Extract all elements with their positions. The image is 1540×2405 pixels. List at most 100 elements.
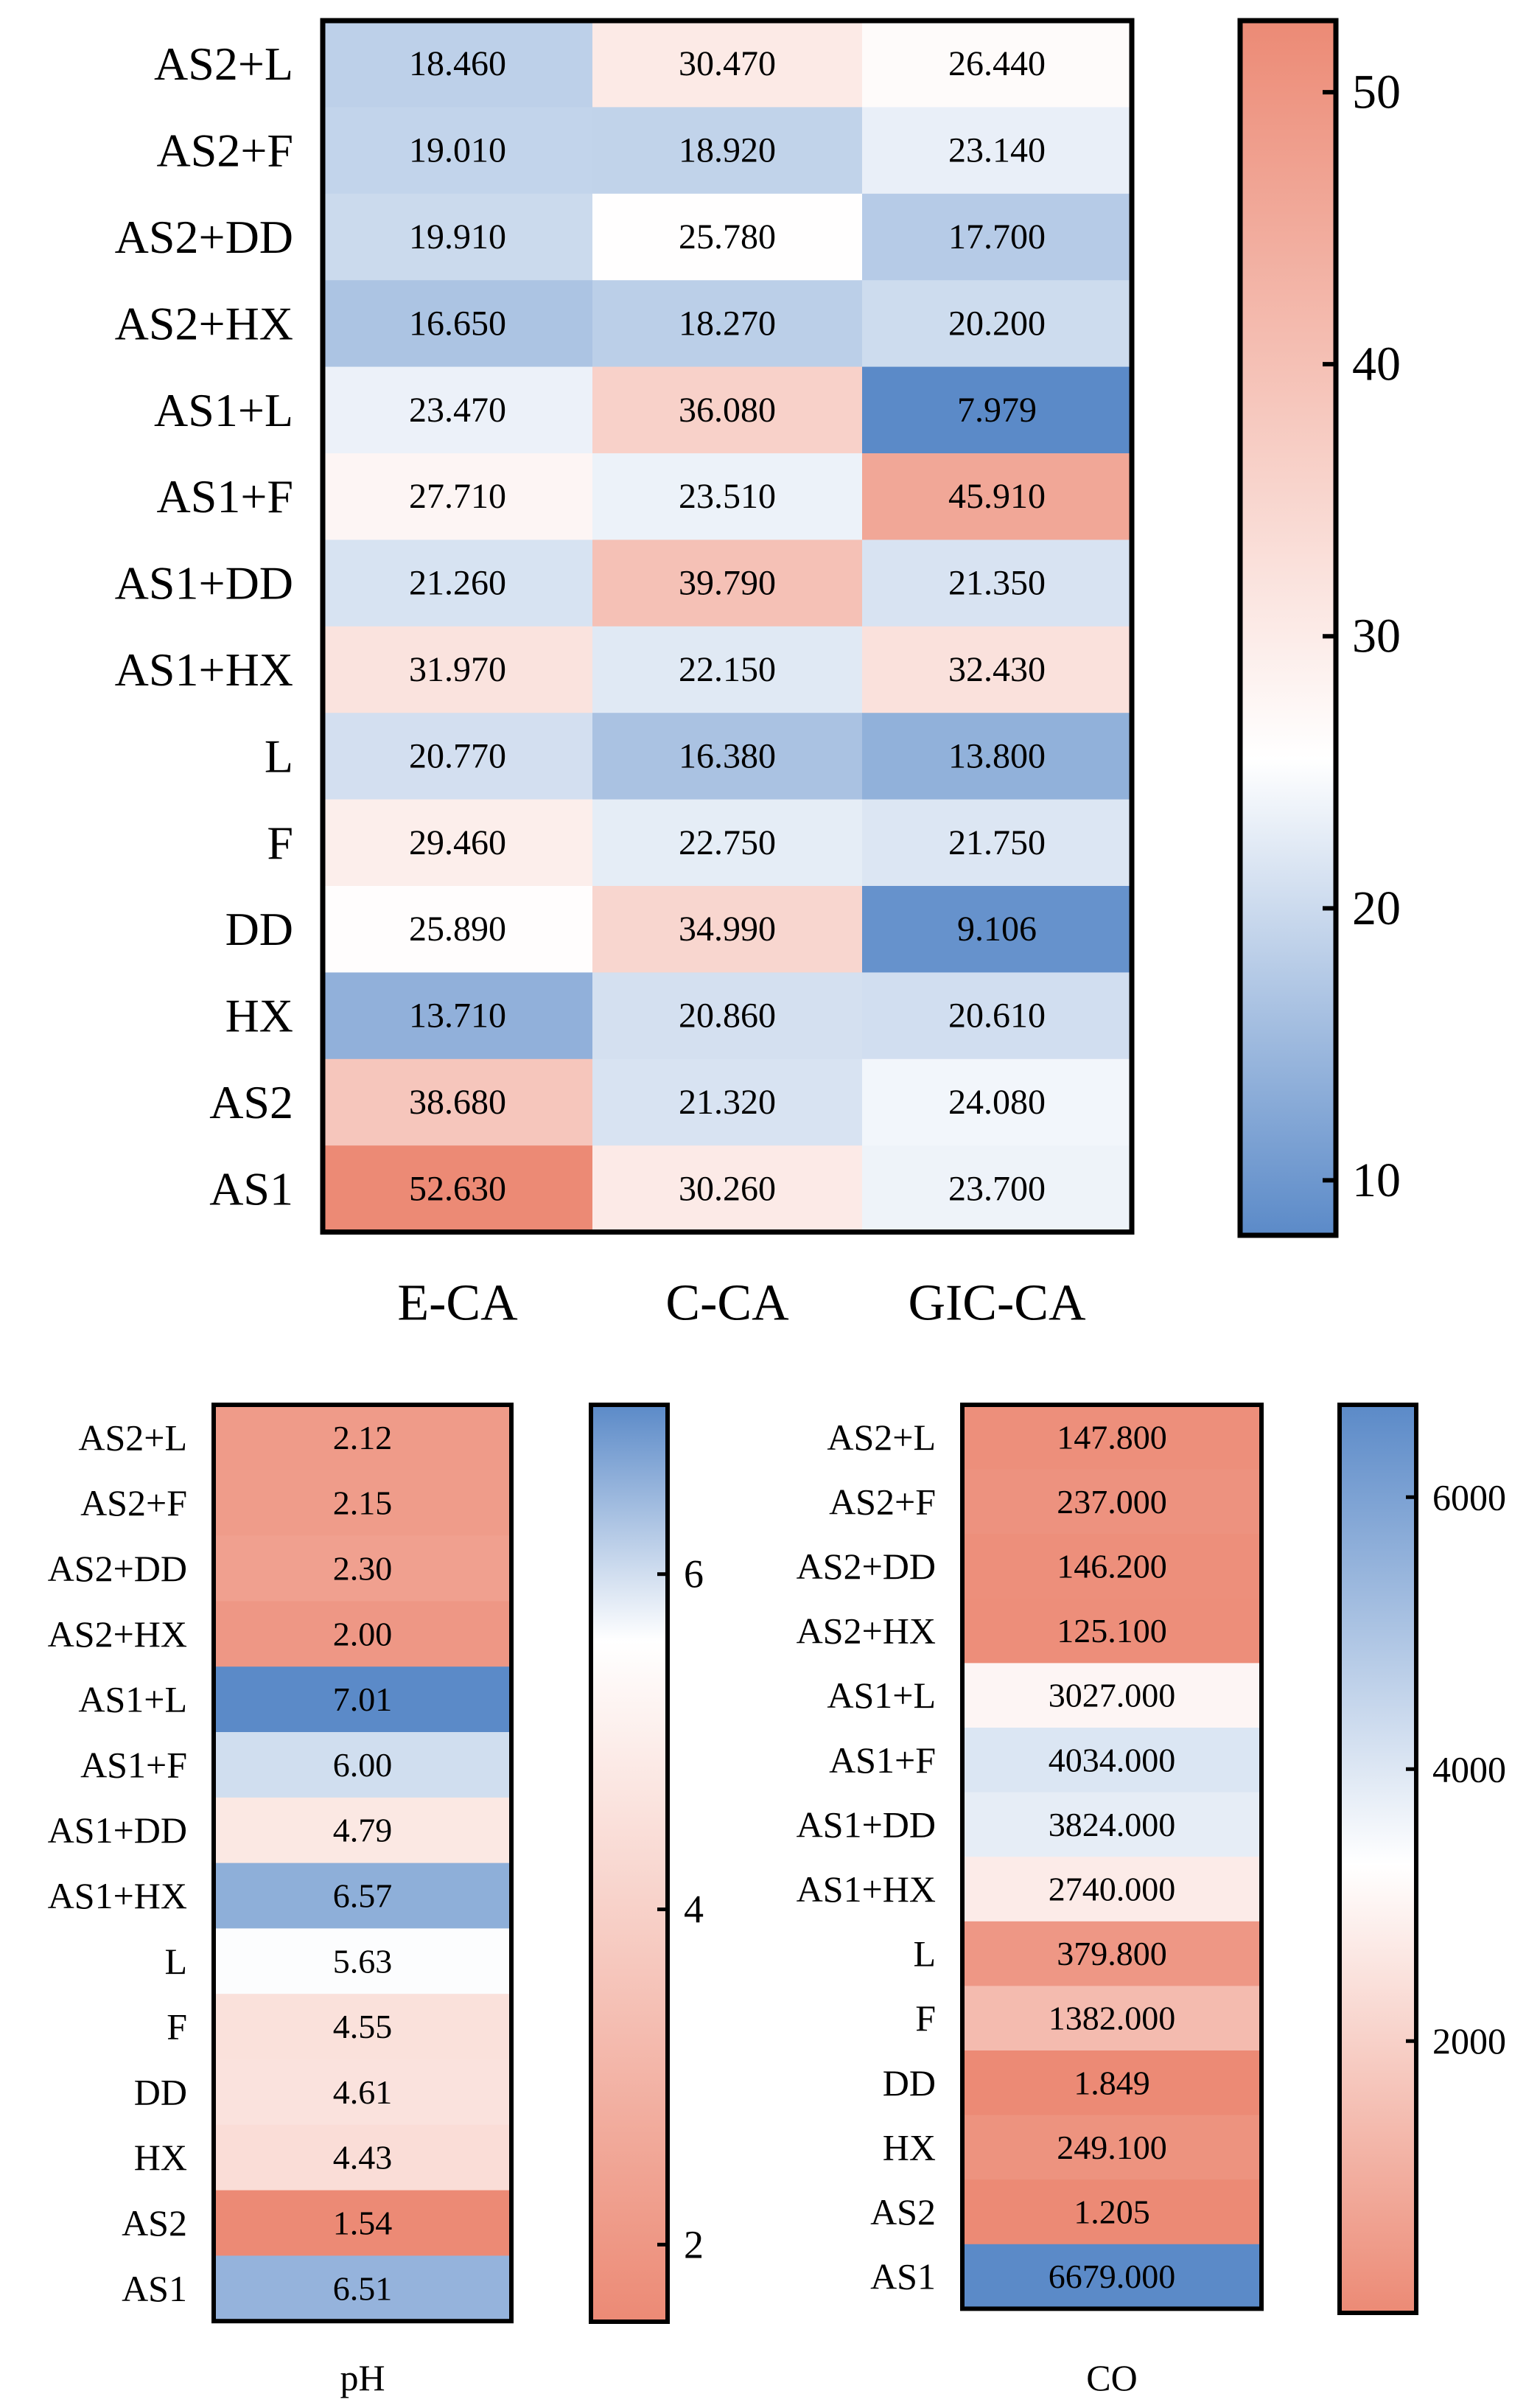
row-label: L: [164, 1941, 187, 1982]
colorbar-tick-label: 40: [1352, 338, 1401, 391]
heatmap-cell: [214, 1405, 512, 1471]
heatmap-cell: [962, 2244, 1262, 2309]
column-label: E-CA: [397, 1275, 518, 1332]
cell-value-label: 17.700: [948, 217, 1046, 256]
heatmap-cell: [323, 453, 593, 540]
cell-value-label: 4034.000: [1049, 1741, 1176, 1779]
row-label: AS1+L: [827, 1675, 936, 1716]
row-label: AS1+L: [78, 1679, 187, 1720]
row-label: AS2+L: [78, 1417, 187, 1458]
heatmap-cell: [592, 626, 863, 713]
heatmap-cell: [592, 280, 863, 368]
heatmap-cell: [214, 1666, 512, 1733]
row-label: AS1+HX: [797, 1868, 936, 1910]
cell-value-label: 2740.000: [1049, 1871, 1176, 1908]
cell-value-label: 6.51: [333, 2269, 393, 2307]
colorbar-tick-label: 6: [684, 1552, 704, 1596]
cell-value-label: 23.140: [948, 131, 1046, 170]
heatmap-cell: [962, 1534, 1262, 1599]
heatmap-cell: [214, 1797, 512, 1864]
cell-value-label: 23.700: [948, 1169, 1046, 1208]
cell-value-label: 19.010: [409, 131, 506, 170]
heatmap-cell: [214, 2255, 512, 2322]
cell-value-label: 146.200: [1057, 1548, 1167, 1585]
heatmap-cell: [214, 1863, 512, 1929]
colorbar: [1337, 1403, 1418, 2315]
cell-value-label: 379.800: [1057, 1935, 1167, 1972]
cell-value-label: 20.860: [679, 996, 776, 1036]
heatmap-cell: [214, 2124, 512, 2191]
cell-value-label: 27.710: [409, 477, 506, 516]
cell-value-label: 29.460: [409, 823, 506, 862]
heatmap-cell: [862, 626, 1133, 713]
heatmap-cell: [592, 453, 863, 540]
heatmap-cell: [862, 21, 1133, 108]
heatmap-cell: [862, 107, 1133, 195]
cell-value-label: 22.150: [679, 650, 776, 689]
row-label: AS1+HX: [48, 1875, 187, 1916]
colorbar-tick-label: 50: [1352, 66, 1401, 119]
cell-value-label: 36.080: [679, 391, 776, 430]
heatmap-cell: [592, 107, 863, 195]
heatmap-cell: [592, 713, 863, 800]
cell-value-label: 147.800: [1057, 1418, 1167, 1456]
cell-value-label: 2.12: [333, 1419, 393, 1456]
heatmap-cell: [962, 1857, 1262, 1922]
heatmap-cell: [962, 1792, 1262, 1857]
heatmap-cell: [592, 799, 863, 887]
heatmap-cell: [962, 1986, 1262, 2051]
row-label: AS1+HX: [115, 643, 293, 696]
heatmap-cell: [962, 1405, 1262, 1470]
cell-value-label: 31.970: [409, 650, 506, 689]
heatmap-cell: [214, 1535, 512, 1602]
heatmap-cell: [592, 193, 863, 281]
cell-value-label: 1.54: [333, 2205, 393, 2242]
cell-value-label: 23.470: [409, 391, 506, 430]
row-label: AS2+HX: [115, 297, 293, 349]
heatmap-cell: [592, 366, 863, 454]
heatmap-border: [320, 18, 1135, 1235]
row-label: AS2+DD: [797, 1546, 936, 1587]
cell-value-label: 20.200: [948, 304, 1046, 343]
cell-value-label: 20.770: [409, 736, 506, 775]
cell-value-label: 13.710: [409, 996, 506, 1036]
row-label: HX: [134, 2137, 187, 2178]
cell-value-label: 237.000: [1057, 1483, 1167, 1521]
heatmap-cell: [962, 1469, 1262, 1535]
cell-value-label: 18.920: [679, 131, 776, 170]
cell-value-label: 30.260: [679, 1169, 776, 1208]
cell-value-label: 2.00: [333, 1615, 393, 1652]
heatmap-cell: [323, 540, 593, 627]
cell-value-label: 1.205: [1074, 2193, 1150, 2231]
heatmap-cell: [862, 1145, 1133, 1233]
colorbar-tick-label: 2: [684, 2222, 704, 2266]
heatmap-cell: [592, 540, 863, 627]
cell-value-label: 16.650: [409, 304, 506, 343]
cell-value-label: 3824.000: [1049, 1806, 1176, 1843]
row-label: AS1+F: [80, 1744, 187, 1785]
heatmap-cell: [323, 280, 593, 368]
cell-value-label: 4.61: [333, 2073, 393, 2111]
cell-value-label: 21.350: [948, 564, 1046, 603]
row-label: AS2+HX: [48, 1613, 187, 1655]
row-label: AS1: [122, 2268, 187, 2309]
heatmap-cell: [214, 1601, 512, 1667]
row-label: DD: [883, 2062, 936, 2104]
row-label: AS2: [209, 1076, 293, 1128]
heatmap-cell: [962, 1598, 1262, 1664]
cell-value-label: 21.260: [409, 564, 506, 603]
cell-value-label: 2.30: [333, 1550, 393, 1588]
cell-value-label: 7.01: [333, 1680, 393, 1718]
cell-value-label: 2.15: [333, 1484, 393, 1522]
row-label: DD: [225, 903, 293, 955]
cell-value-label: 4.79: [333, 1812, 393, 1849]
heatmap-cell: [323, 1145, 593, 1233]
heatmap-cell: [323, 886, 593, 973]
heatmap-co: 147.800 237.000 146.200 125.100 3027.000 4034…: [797, 1403, 1506, 2398]
heatmap-cell: [214, 1928, 512, 1994]
colorbar-tick-label: 6000: [1432, 1476, 1506, 1518]
colorbar-tick-label: 4000: [1432, 1748, 1506, 1790]
heatmap-cell: [323, 972, 593, 1060]
heatmap-cell: [214, 2190, 512, 2256]
row-label: AS2+F: [829, 1481, 936, 1522]
